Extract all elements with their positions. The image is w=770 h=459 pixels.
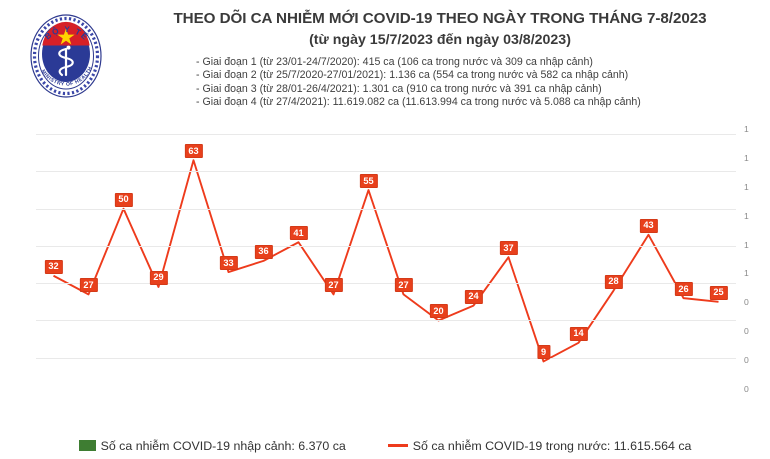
data-point-label: 9 bbox=[536, 345, 551, 360]
gridline bbox=[36, 134, 736, 136]
data-point-label: 63 bbox=[184, 144, 203, 159]
y-axis-right-tick: 1 bbox=[744, 181, 749, 192]
y-axis-right-tick: 1 bbox=[744, 210, 749, 221]
y-axis-right-tick: 0 bbox=[744, 355, 749, 366]
data-point-label: 36 bbox=[254, 244, 273, 259]
data-point-label: 37 bbox=[499, 241, 518, 256]
data-point-label: 24 bbox=[464, 289, 483, 304]
domestic-cases-line-series bbox=[53, 159, 719, 363]
gridline bbox=[36, 208, 736, 210]
data-point-label: 26 bbox=[674, 282, 693, 297]
emblem-icon: BỘ Y TẾ MINISTRY OF HEALTH bbox=[30, 14, 102, 98]
gridline bbox=[36, 245, 736, 247]
y-axis-right-tick: 1 bbox=[744, 124, 749, 134]
phase-line-3: - Giai đoạn 3 (từ 28/01-26/4/2021): 1.30… bbox=[196, 82, 602, 95]
data-point-label: 33 bbox=[219, 256, 238, 271]
ministry-of-health-logo: BỘ Y TẾ MINISTRY OF HEALTH bbox=[27, 10, 105, 102]
data-point-label: 27 bbox=[324, 278, 343, 293]
y-axis-right-tick: 0 bbox=[744, 326, 749, 337]
phase-line-2: - Giai đoạn 2 (từ 25/7/2020-27/01/2021):… bbox=[196, 69, 629, 82]
phase-line-4: - Giai đoạn 4 (từ 27/4/2021): 11.619.082… bbox=[196, 96, 641, 109]
gridline bbox=[36, 320, 736, 322]
y-axis-right-tick: 1 bbox=[744, 268, 749, 279]
page-subtitle: (từ ngày 15/7/2023 đến ngày 03/8/2023) bbox=[309, 32, 571, 48]
phase-line-1: - Giai đoạn 1 (từ 23/01-24/7/2020): 415 … bbox=[196, 56, 593, 68]
gridline bbox=[36, 171, 736, 173]
page-title: THEO DÕI CA NHIỄM MỚI COVID-19 THEO NGÀY… bbox=[173, 10, 707, 27]
y-axis-right-tick: 0 bbox=[744, 384, 749, 394]
legend-item-domestic: Số ca nhiễm COVID-19 trong nước: 11.615.… bbox=[387, 438, 692, 453]
data-point-label: 27 bbox=[79, 278, 98, 293]
data-point-label: 50 bbox=[114, 192, 133, 207]
data-point-label: 27 bbox=[394, 278, 413, 293]
chart-header: BỘ Y TẾ MINISTRY OF HEALTH THEO DÕI CA N… bbox=[0, 0, 770, 112]
legend-item-entry: Số ca nhiễm COVID-19 nhập cảnh: 6.370 ca bbox=[78, 438, 346, 453]
gridline bbox=[36, 283, 736, 285]
y-axis-right-tick: 0 bbox=[744, 297, 749, 308]
plot-area: 1020304050607011111100003227502963333641… bbox=[36, 123, 749, 395]
legend-domestic-label: Số ca nhiễm COVID-19 trong nước: 11.615.… bbox=[412, 438, 692, 453]
data-point-label: 25 bbox=[709, 285, 728, 300]
data-point-label: 14 bbox=[569, 326, 588, 341]
data-point-label: 20 bbox=[429, 304, 448, 319]
data-point-label: 43 bbox=[639, 218, 658, 233]
data-point-label: 32 bbox=[44, 259, 63, 274]
y-axis-right-tick: 1 bbox=[744, 152, 749, 163]
gridline bbox=[36, 357, 736, 359]
data-point-label: 41 bbox=[289, 226, 308, 241]
data-point-label: 55 bbox=[359, 174, 378, 189]
phase-summary-list: - Giai đoạn 1 (từ 23/01-24/7/2020): 415 … bbox=[196, 56, 756, 110]
data-point-label: 29 bbox=[149, 270, 168, 285]
chart-legend: Số ca nhiễm COVID-19 nhập cảnh: 6.370 ca… bbox=[0, 432, 770, 459]
y-axis-right-tick: 1 bbox=[744, 239, 749, 250]
red-line-icon bbox=[387, 444, 408, 447]
title-block: THEO DÕI CA NHIỄM MỚI COVID-19 THEO NGÀY… bbox=[120, 9, 760, 50]
legend-entry-label: Số ca nhiễm COVID-19 nhập cảnh: 6.370 ca bbox=[100, 438, 346, 453]
data-point-label: 28 bbox=[604, 274, 623, 289]
chart-plot: 1020304050607011111100003227502963333641… bbox=[0, 112, 770, 459]
green-square-icon bbox=[78, 440, 96, 451]
